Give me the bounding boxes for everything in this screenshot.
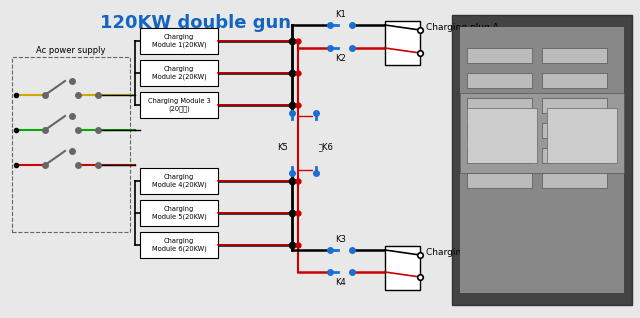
Bar	[385, 21, 420, 65]
Text: Charging
Module 6(20KW): Charging Module 6(20KW)	[152, 238, 206, 252]
Bar	[467, 123, 532, 138]
Text: K5: K5	[277, 142, 288, 151]
Bar	[467, 98, 532, 113]
Bar	[547, 108, 617, 163]
Text: Charging Module 3
(20广山): Charging Module 3 (20广山)	[148, 98, 211, 112]
Bar	[140, 232, 218, 258]
Text: Charging
Module 1(20KW): Charging Module 1(20KW)	[152, 34, 206, 48]
Bar	[467, 108, 537, 163]
Bar	[542, 98, 607, 113]
Bar	[467, 73, 532, 88]
Bar	[140, 60, 218, 86]
Bar	[542, 173, 607, 188]
Text: Ac power supply: Ac power supply	[36, 46, 106, 55]
Bar	[467, 48, 532, 63]
Bar	[313, 115, 319, 171]
Text: 互K6: 互K6	[318, 142, 334, 151]
Bar	[460, 27, 624, 293]
Bar	[542, 48, 607, 63]
Text: Charging
Module 4(20KW): Charging Module 4(20KW)	[152, 174, 206, 188]
Bar	[12, 57, 130, 232]
Bar	[289, 115, 295, 171]
Text: Charging plug A: Charging plug A	[426, 23, 499, 32]
Bar	[542, 148, 607, 163]
Text: Charging
Module 2(20KW): Charging Module 2(20KW)	[152, 66, 206, 80]
Bar	[460, 93, 624, 173]
Text: 120KW double gun: 120KW double gun	[99, 14, 291, 32]
Bar	[542, 123, 607, 138]
Text: K4: K4	[335, 278, 346, 287]
Text: K1: K1	[335, 10, 346, 19]
Bar	[140, 200, 218, 226]
Bar	[467, 148, 532, 163]
Text: Charging plug B: Charging plug B	[426, 248, 499, 257]
Text: K2: K2	[335, 54, 346, 63]
Bar	[467, 173, 532, 188]
Bar	[452, 15, 632, 305]
Bar	[140, 168, 218, 194]
Bar	[140, 28, 218, 54]
Bar	[542, 73, 607, 88]
Text: K3: K3	[335, 235, 346, 244]
Text: Charging
Module 5(20KW): Charging Module 5(20KW)	[152, 206, 206, 220]
Bar	[385, 246, 420, 290]
Bar	[140, 92, 218, 118]
